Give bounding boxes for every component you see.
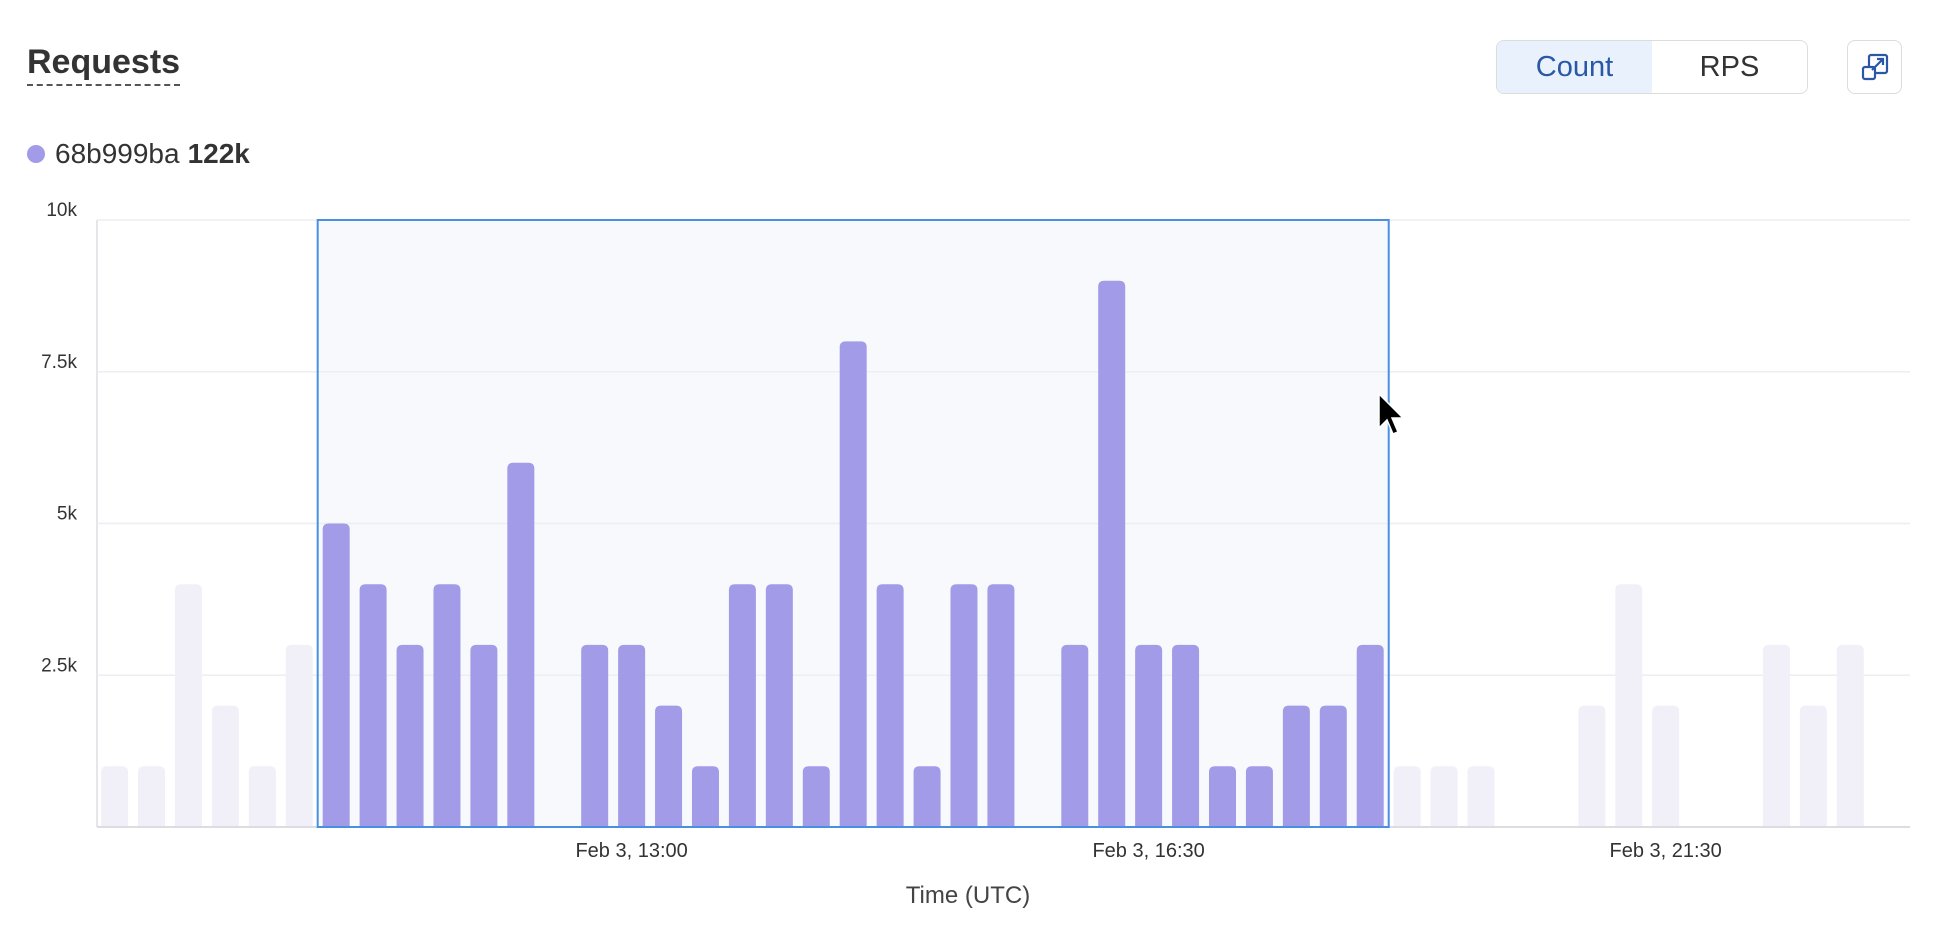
bar <box>1061 644 1089 827</box>
y-tick-label: 5k <box>57 504 78 525</box>
bar <box>987 584 1015 827</box>
bar <box>1467 766 1495 827</box>
bar <box>1172 644 1200 827</box>
bar <box>1615 584 1643 827</box>
bar <box>1430 766 1458 827</box>
bar <box>396 644 424 827</box>
bar <box>470 644 498 827</box>
bar <box>507 462 535 827</box>
bar <box>618 644 646 827</box>
bar <box>1209 766 1236 827</box>
cursor-icon <box>1378 392 1405 435</box>
bar <box>1836 644 1864 827</box>
bar <box>1762 644 1790 827</box>
bar <box>1356 644 1384 827</box>
y-tick-label: 7.5k <box>41 352 77 373</box>
bar <box>211 705 239 827</box>
bar <box>322 523 350 827</box>
bar <box>1098 280 1126 827</box>
bar <box>876 584 904 827</box>
bar <box>581 644 609 827</box>
bar <box>691 766 719 827</box>
bar <box>728 584 756 827</box>
x-tick-label: Feb 3, 13:00 <box>575 840 687 862</box>
bar <box>1799 705 1827 827</box>
bar <box>1578 705 1606 827</box>
bar <box>1393 766 1421 827</box>
x-axis-title: Time (UTC) <box>906 882 1030 909</box>
bar <box>1135 644 1163 827</box>
legend: 68b999ba 122k <box>27 138 250 170</box>
y-tick-label: 10k <box>46 200 77 221</box>
selection-region-border <box>316 219 1390 828</box>
expand-button[interactable] <box>1847 40 1902 94</box>
x-tick-label: Feb 3, 16:30 <box>1092 840 1204 862</box>
bar <box>1652 705 1680 827</box>
bar <box>433 584 461 827</box>
expand-icon <box>1861 53 1888 81</box>
bar <box>101 766 129 827</box>
rps-toggle-button[interactable]: RPS <box>1652 41 1807 93</box>
bar <box>839 341 867 827</box>
bar <box>950 584 978 827</box>
bar <box>138 766 166 827</box>
y-tick-label: 2.5k <box>41 655 77 676</box>
bar <box>913 766 941 827</box>
count-toggle-button[interactable]: Count <box>1497 41 1652 93</box>
bar <box>765 584 793 827</box>
legend-dot-icon <box>27 145 45 163</box>
legend-total: 122k <box>187 138 250 169</box>
bar <box>359 584 387 827</box>
bar <box>1245 766 1273 827</box>
bar <box>1319 705 1347 827</box>
metric-toggle[interactable]: Count RPS <box>1496 40 1808 94</box>
bar <box>802 766 830 827</box>
bar <box>248 766 276 827</box>
bar <box>174 584 202 827</box>
chart-title[interactable]: Requests <box>27 42 181 86</box>
legend-series-name: 68b999ba <box>55 138 180 169</box>
x-tick-label: Feb 3, 21:30 <box>1610 840 1722 862</box>
bar <box>655 705 683 827</box>
bar <box>285 644 313 827</box>
bar <box>1282 705 1310 827</box>
